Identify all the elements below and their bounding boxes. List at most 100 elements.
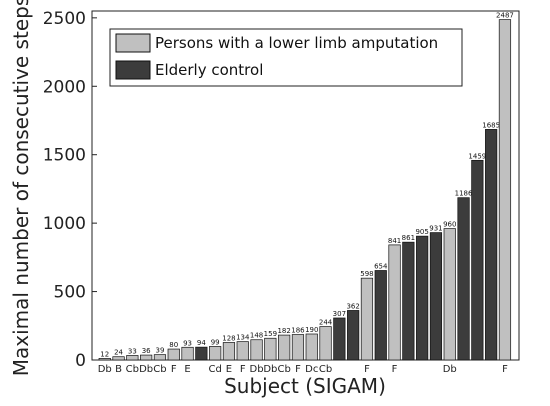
category-label: Db xyxy=(443,364,457,375)
legend-box xyxy=(109,28,463,87)
bar-value-label: 80 xyxy=(169,341,178,349)
bar xyxy=(429,232,443,361)
bar xyxy=(471,159,484,361)
bar-value-label: 362 xyxy=(346,302,359,310)
bars-group xyxy=(98,19,512,361)
category-label: F xyxy=(240,364,246,375)
bar-value-label: 244 xyxy=(319,319,333,327)
bar xyxy=(388,244,401,361)
bar xyxy=(181,346,194,361)
legend-label-elderly: Elderly control xyxy=(155,61,263,79)
bar-value-label: 93 xyxy=(183,339,192,347)
bar-value-label: 2487 xyxy=(496,12,514,20)
category-label: B xyxy=(115,364,122,375)
category-label: F xyxy=(502,364,508,375)
legend-label-amputation: Persons with a lower limb amputation xyxy=(155,34,438,52)
bar-value-label: 190 xyxy=(305,326,318,334)
category-label: F xyxy=(392,364,398,375)
category-label: Db xyxy=(139,364,153,375)
bar-value-label: 186 xyxy=(291,327,305,335)
bar xyxy=(222,342,236,361)
category-label: E xyxy=(226,364,232,375)
category-label: Db xyxy=(263,364,277,375)
bar xyxy=(416,235,429,361)
bar xyxy=(457,197,470,361)
y-tick-label: 2500 xyxy=(43,9,86,29)
bar xyxy=(264,337,277,361)
category-label: F xyxy=(295,364,301,375)
bar xyxy=(374,270,387,361)
y-tick-label: 500 xyxy=(54,283,86,303)
bar xyxy=(347,310,360,361)
category-label: Db xyxy=(98,364,112,375)
bar xyxy=(140,354,153,361)
category-label: Cb xyxy=(319,364,332,375)
bar xyxy=(153,354,167,361)
bar-value-label: 1186 xyxy=(455,190,473,198)
category-label: Cd xyxy=(208,364,221,375)
category-label: F xyxy=(171,364,177,375)
y-tick-label: 1000 xyxy=(43,214,86,234)
bar-value-label: 1459 xyxy=(468,152,486,160)
legend-swatch-elderly xyxy=(115,60,151,80)
bar xyxy=(333,317,346,361)
bar-value-label: 12 xyxy=(100,350,109,358)
bar-value-label: 33 xyxy=(128,347,137,355)
bar-value-label: 36 xyxy=(142,347,151,355)
bar xyxy=(250,339,263,361)
bar-value-label: 159 xyxy=(264,330,277,338)
bar-value-label: 128 xyxy=(222,334,235,342)
legend-swatch-amputation xyxy=(115,33,151,53)
bar-value-label: 24 xyxy=(114,349,123,357)
bar xyxy=(360,277,374,361)
bar xyxy=(236,341,249,361)
bar xyxy=(319,326,332,361)
bar xyxy=(498,19,512,361)
bar-value-label: 39 xyxy=(155,347,164,355)
bar-value-label: 182 xyxy=(277,327,290,335)
bar-value-label: 861 xyxy=(402,234,415,242)
y-tick-label: 1500 xyxy=(43,146,86,166)
y-tick-label: 0 xyxy=(75,351,86,371)
x-axis-title: Subject (SIGAM) xyxy=(224,374,386,398)
category-label: Db xyxy=(250,364,264,375)
bar-value-label: 1685 xyxy=(482,121,500,129)
category-label: Dc xyxy=(305,364,318,375)
bar-value-label: 960 xyxy=(443,221,456,229)
category-label: F xyxy=(364,364,370,375)
bar xyxy=(112,356,125,361)
bar-value-label: 134 xyxy=(236,334,250,342)
bar-value-label: 307 xyxy=(333,310,346,318)
bar-value-label: 94 xyxy=(197,339,206,347)
y-axis-ticks: 0 500 1000 1500 2000 2500 xyxy=(43,9,97,371)
bar-value-label: 931 xyxy=(429,225,442,233)
category-label: E xyxy=(184,364,190,375)
category-label: Cb xyxy=(277,364,290,375)
bar xyxy=(485,129,498,361)
category-label: Cb xyxy=(153,364,166,375)
bar-value-label: 841 xyxy=(388,237,401,245)
bar xyxy=(291,334,305,361)
bar-value-label: 99 xyxy=(211,338,220,346)
y-tick-label: 2000 xyxy=(43,77,86,97)
bar xyxy=(443,228,456,361)
bar xyxy=(278,334,291,361)
bar xyxy=(195,346,208,361)
category-labels-group: Db B Cb Db Cb F E Cd E F Db Db Cb F Dc Cb F F Db F xyxy=(98,364,508,375)
category-label: Cb xyxy=(126,364,139,375)
bar-value-label: 905 xyxy=(415,228,428,236)
bar xyxy=(209,346,222,361)
bar xyxy=(305,333,318,361)
bar xyxy=(167,348,180,361)
y-axis-title: Maximal number of consecutive steps xyxy=(9,0,33,376)
legend: Persons with a lower limb amputation Eld… xyxy=(109,28,463,87)
bar xyxy=(126,355,139,361)
bar xyxy=(402,241,415,361)
bar-value-label: 148 xyxy=(250,332,263,340)
plot-frame xyxy=(91,10,520,361)
bar-value-label: 598 xyxy=(360,270,373,278)
bar-value-label: 654 xyxy=(374,262,388,270)
bar xyxy=(98,358,111,361)
